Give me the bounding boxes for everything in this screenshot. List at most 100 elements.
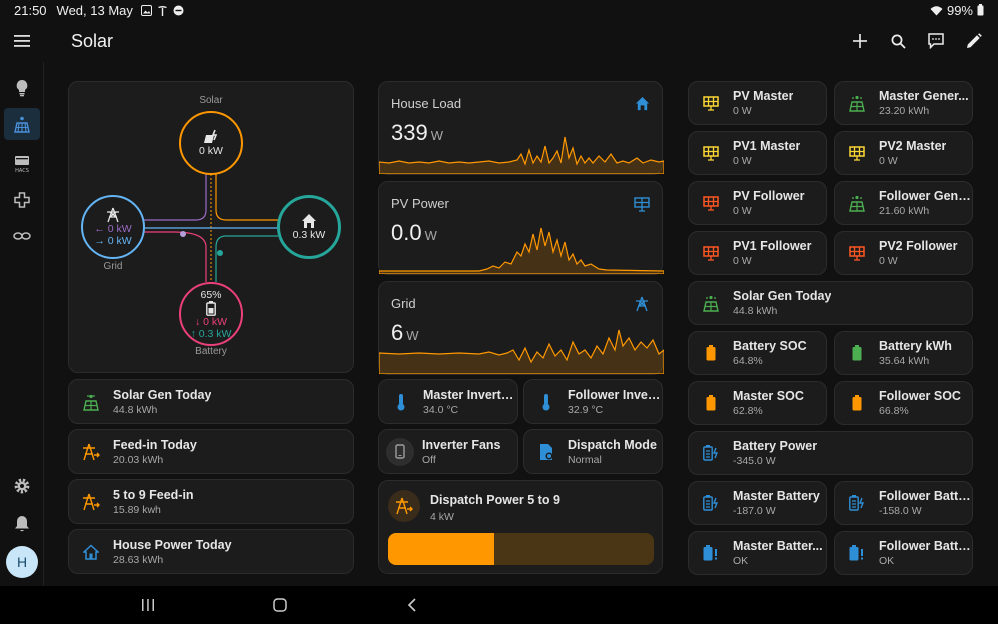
graph-unit: W	[424, 228, 437, 243]
battery-label: Battery	[195, 346, 227, 357]
solar-label: Solar	[199, 95, 223, 106]
tile-pv2-master[interactable]: PV2 Master 0 W	[834, 131, 973, 175]
solar-node[interactable]: 0 kW	[179, 111, 243, 175]
status-bar: 21:50 Wed, 13 May 99%	[0, 0, 998, 20]
assist-button[interactable]	[926, 31, 946, 51]
tile-value: 66.8%	[879, 405, 909, 417]
sidebar-item-lights[interactable]	[4, 72, 40, 104]
tile-follower-battery[interactable]: Follower Batte... -158.0 W	[834, 481, 973, 525]
tile-value: -187.0 W	[733, 505, 776, 517]
tile-pv-follower[interactable]: PV Follower 0 W	[688, 181, 827, 225]
tile-value: 21.60 kWh	[879, 205, 930, 217]
tile-pv1-follower[interactable]: PV1 Follower 0 W	[688, 231, 827, 275]
tile-follower-battery-status[interactable]: Follower Batte... OK	[834, 531, 973, 575]
battery-charging-icon	[847, 493, 867, 513]
dispatch-name: Dispatch Power 5 to 9	[430, 493, 560, 507]
back-button[interactable]	[402, 596, 422, 614]
hacs-icon: HACS	[15, 156, 29, 173]
solar-value: 0 kW	[199, 145, 223, 157]
tile-value: 0 W	[879, 155, 898, 167]
search-icon	[891, 34, 906, 49]
battery-percent-flow: 65%	[200, 288, 222, 301]
tile-follower-soc[interactable]: Follower SOC 66.8%	[834, 381, 973, 425]
sidebar-item-solar[interactable]	[4, 108, 40, 140]
do-not-disturb-icon	[173, 5, 184, 15]
battery-out-row: ↑ 0.3 kW	[190, 327, 232, 340]
tile-5-to-9-feed-in[interactable]: 5 to 9 Feed-in 15.89 kwh	[68, 479, 354, 524]
search-button[interactable]	[888, 31, 908, 51]
tile-name: Follower SOC	[879, 389, 961, 403]
solar-panel-icon	[701, 143, 721, 163]
dispatch-power-card[interactable]: Dispatch Power 5 to 9 4 kW	[378, 480, 663, 574]
notification-icons	[140, 4, 184, 16]
tile-value: 62.8%	[733, 405, 763, 417]
tile-solar-gen-today[interactable]: Solar Gen Today 44.8 kWh	[68, 379, 354, 424]
home-node[interactable]: 0.3 kW	[277, 195, 341, 259]
sidebar-item-notifications[interactable]	[4, 508, 40, 540]
tile-master-soc[interactable]: Master SOC 62.8%	[688, 381, 827, 425]
solar-power-icon	[701, 293, 721, 313]
graph-value: 0.0	[391, 220, 422, 245]
battery-node[interactable]: 65% ↓ 0 kW ↑ 0.3 kW	[179, 282, 243, 346]
tile-solar-gen-today[interactable]: Solar Gen Today 44.8 kWh	[688, 281, 973, 325]
add-button[interactable]	[850, 31, 870, 51]
menu-button[interactable]	[0, 20, 44, 62]
tile-name: Master Batter...	[733, 539, 823, 553]
tile-inverter-fans[interactable]: Inverter Fans Off	[378, 429, 518, 474]
sidebar-item-hacs[interactable]: HACS	[4, 148, 40, 180]
battery-charging-icon	[701, 493, 721, 513]
tile-house-power-today[interactable]: House Power Today 28.63 kWh	[68, 529, 354, 574]
tile-name: Follower Batte...	[879, 539, 972, 553]
grid-sparkline	[379, 329, 664, 374]
tile-follower-inverter-temp[interactable]: Follower Inver... 32.9 °C	[523, 379, 663, 424]
tile-battery-kwh[interactable]: Battery kWh 35.64 kWh	[834, 331, 973, 375]
home-icon	[635, 96, 650, 116]
tile-master-battery-status[interactable]: Master Batter... OK	[688, 531, 827, 575]
graph-value: 6	[391, 320, 404, 345]
transmission-tower-export-icon	[81, 442, 101, 462]
dispatch-slider[interactable]	[388, 533, 654, 565]
tile-pv2-follower[interactable]: PV2 Follower 0 W	[834, 231, 973, 275]
house-load-sparkline	[379, 136, 664, 174]
tile-name: Solar Gen Today	[113, 387, 212, 402]
sidebar-item-logbook[interactable]	[4, 220, 40, 252]
tile-master-battery[interactable]: Master Battery -187.0 W	[688, 481, 827, 525]
tile-battery-power[interactable]: Battery Power -345.0 W	[688, 431, 973, 475]
graph-house-load[interactable]: House Load 339 W	[378, 81, 664, 175]
edit-button[interactable]	[964, 31, 984, 51]
tile-master-inverter-temp[interactable]: Master Inverte... 34.0 °C	[378, 379, 518, 424]
tile-battery-soc[interactable]: Battery SOC 64.8%	[688, 331, 827, 375]
tile-feed-in-today[interactable]: Feed-in Today 20.03 kWh	[68, 429, 354, 474]
sidebar-item-integrations[interactable]	[4, 184, 40, 216]
recent-apps-button[interactable]	[138, 596, 158, 614]
tile-follower-generation[interactable]: Follower Gene... 21.60 kWh	[834, 181, 973, 225]
tile-value: 15.89 kwh	[113, 503, 161, 516]
tile-name: Battery SOC	[733, 339, 807, 353]
fan-toggle[interactable]	[386, 437, 414, 466]
tile-name: Master Gener...	[879, 89, 969, 103]
tile-dispatch-mode[interactable]: Dispatch Mode Normal	[523, 429, 663, 474]
tile-master-generation[interactable]: Master Gener... 23.20 kWh	[834, 81, 973, 125]
status-date: Wed, 13 May	[56, 2, 133, 18]
graph-pv-power[interactable]: PV Power 0.0 W	[378, 181, 664, 275]
recents-icon	[142, 599, 154, 611]
battery-medium-icon	[206, 300, 216, 316]
tile-value: Normal	[568, 453, 602, 466]
user-avatar[interactable]: H	[6, 546, 38, 578]
battery-out-value: 0.3 kW	[198, 327, 232, 340]
battery-icon	[701, 393, 721, 413]
energy-flow-card: Solar 0 kW ← 0 kW → 0 kW Grid 0.3 kW 65%…	[68, 81, 354, 373]
home-button[interactable]	[270, 596, 290, 614]
tile-name: PV Follower	[733, 189, 805, 203]
battery-percent: 99%	[946, 2, 973, 18]
tile-pv1-master[interactable]: PV1 Master 0 W	[688, 131, 827, 175]
battery-alert-icon	[701, 543, 721, 563]
sidebar-item-settings[interactable]	[4, 470, 40, 502]
tile-name: PV1 Master	[733, 139, 801, 153]
tile-name: Follower Batte...	[879, 489, 972, 503]
tile-name: Inverter Fans	[422, 437, 501, 452]
tile-pv-master[interactable]: PV Master 0 W	[688, 81, 827, 125]
grid-node[interactable]: ← 0 kW → 0 kW	[81, 195, 145, 259]
